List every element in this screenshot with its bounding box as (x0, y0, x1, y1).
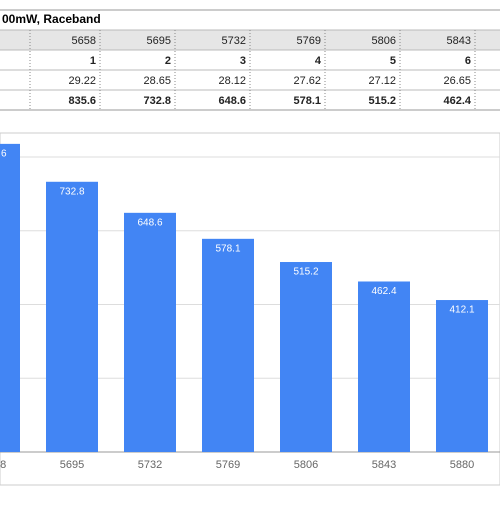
value-label: 835.6 (0, 149, 7, 160)
cell: 5 (390, 55, 396, 67)
cell: 5658 (72, 35, 96, 47)
chart-frame (0, 132, 500, 486)
sheet-title: 00mW, Raceband (2, 12, 101, 26)
x-tick-label: 5732 (138, 459, 162, 471)
cell: 29.22 (68, 75, 96, 87)
cell: 28.65 (143, 75, 171, 87)
cell: 1 (90, 55, 96, 67)
x-tick-label: 5843 (372, 459, 396, 471)
cell: 5806 (372, 35, 396, 47)
cell: 27.12 (368, 75, 396, 87)
cell: 6 (465, 55, 471, 67)
value-label: 462.4 (371, 286, 396, 297)
x-tick-label: 5695 (60, 459, 84, 471)
cell: 2 (165, 55, 171, 67)
x-tick-label: 5769 (216, 459, 240, 471)
value-label: 412.1 (449, 305, 474, 316)
value-label: 732.8 (59, 186, 84, 197)
cell: 28.12 (218, 75, 246, 87)
cell: 5769 (297, 35, 321, 47)
cell: 648.6 (218, 95, 246, 107)
value-label: 515.2 (293, 267, 318, 278)
cell: 4 (315, 55, 322, 67)
bar (202, 238, 254, 452)
cell: 26.65 (443, 75, 471, 87)
cell: 27.62 (293, 75, 321, 87)
bar (46, 181, 98, 452)
cell: 515.2 (368, 95, 396, 107)
bar (436, 300, 488, 452)
bar (358, 281, 410, 452)
bar (124, 212, 176, 452)
bar (280, 262, 332, 452)
x-tick-label: 5880 (450, 459, 474, 471)
value-label: 648.6 (137, 217, 162, 228)
cell: 5732 (222, 35, 246, 47)
cell: 732.8 (143, 95, 171, 107)
x-tick-label: 5806 (294, 459, 318, 471)
cell: 578.1 (293, 95, 321, 107)
value-label: 578.1 (215, 243, 240, 254)
bar (0, 143, 20, 452)
cell: 3 (240, 55, 246, 67)
cell: 462.4 (443, 95, 471, 107)
cell: 5695 (147, 35, 171, 47)
cell: 835.6 (68, 95, 96, 107)
cell: 5843 (447, 35, 471, 47)
x-tick-label: 5658 (0, 459, 6, 471)
